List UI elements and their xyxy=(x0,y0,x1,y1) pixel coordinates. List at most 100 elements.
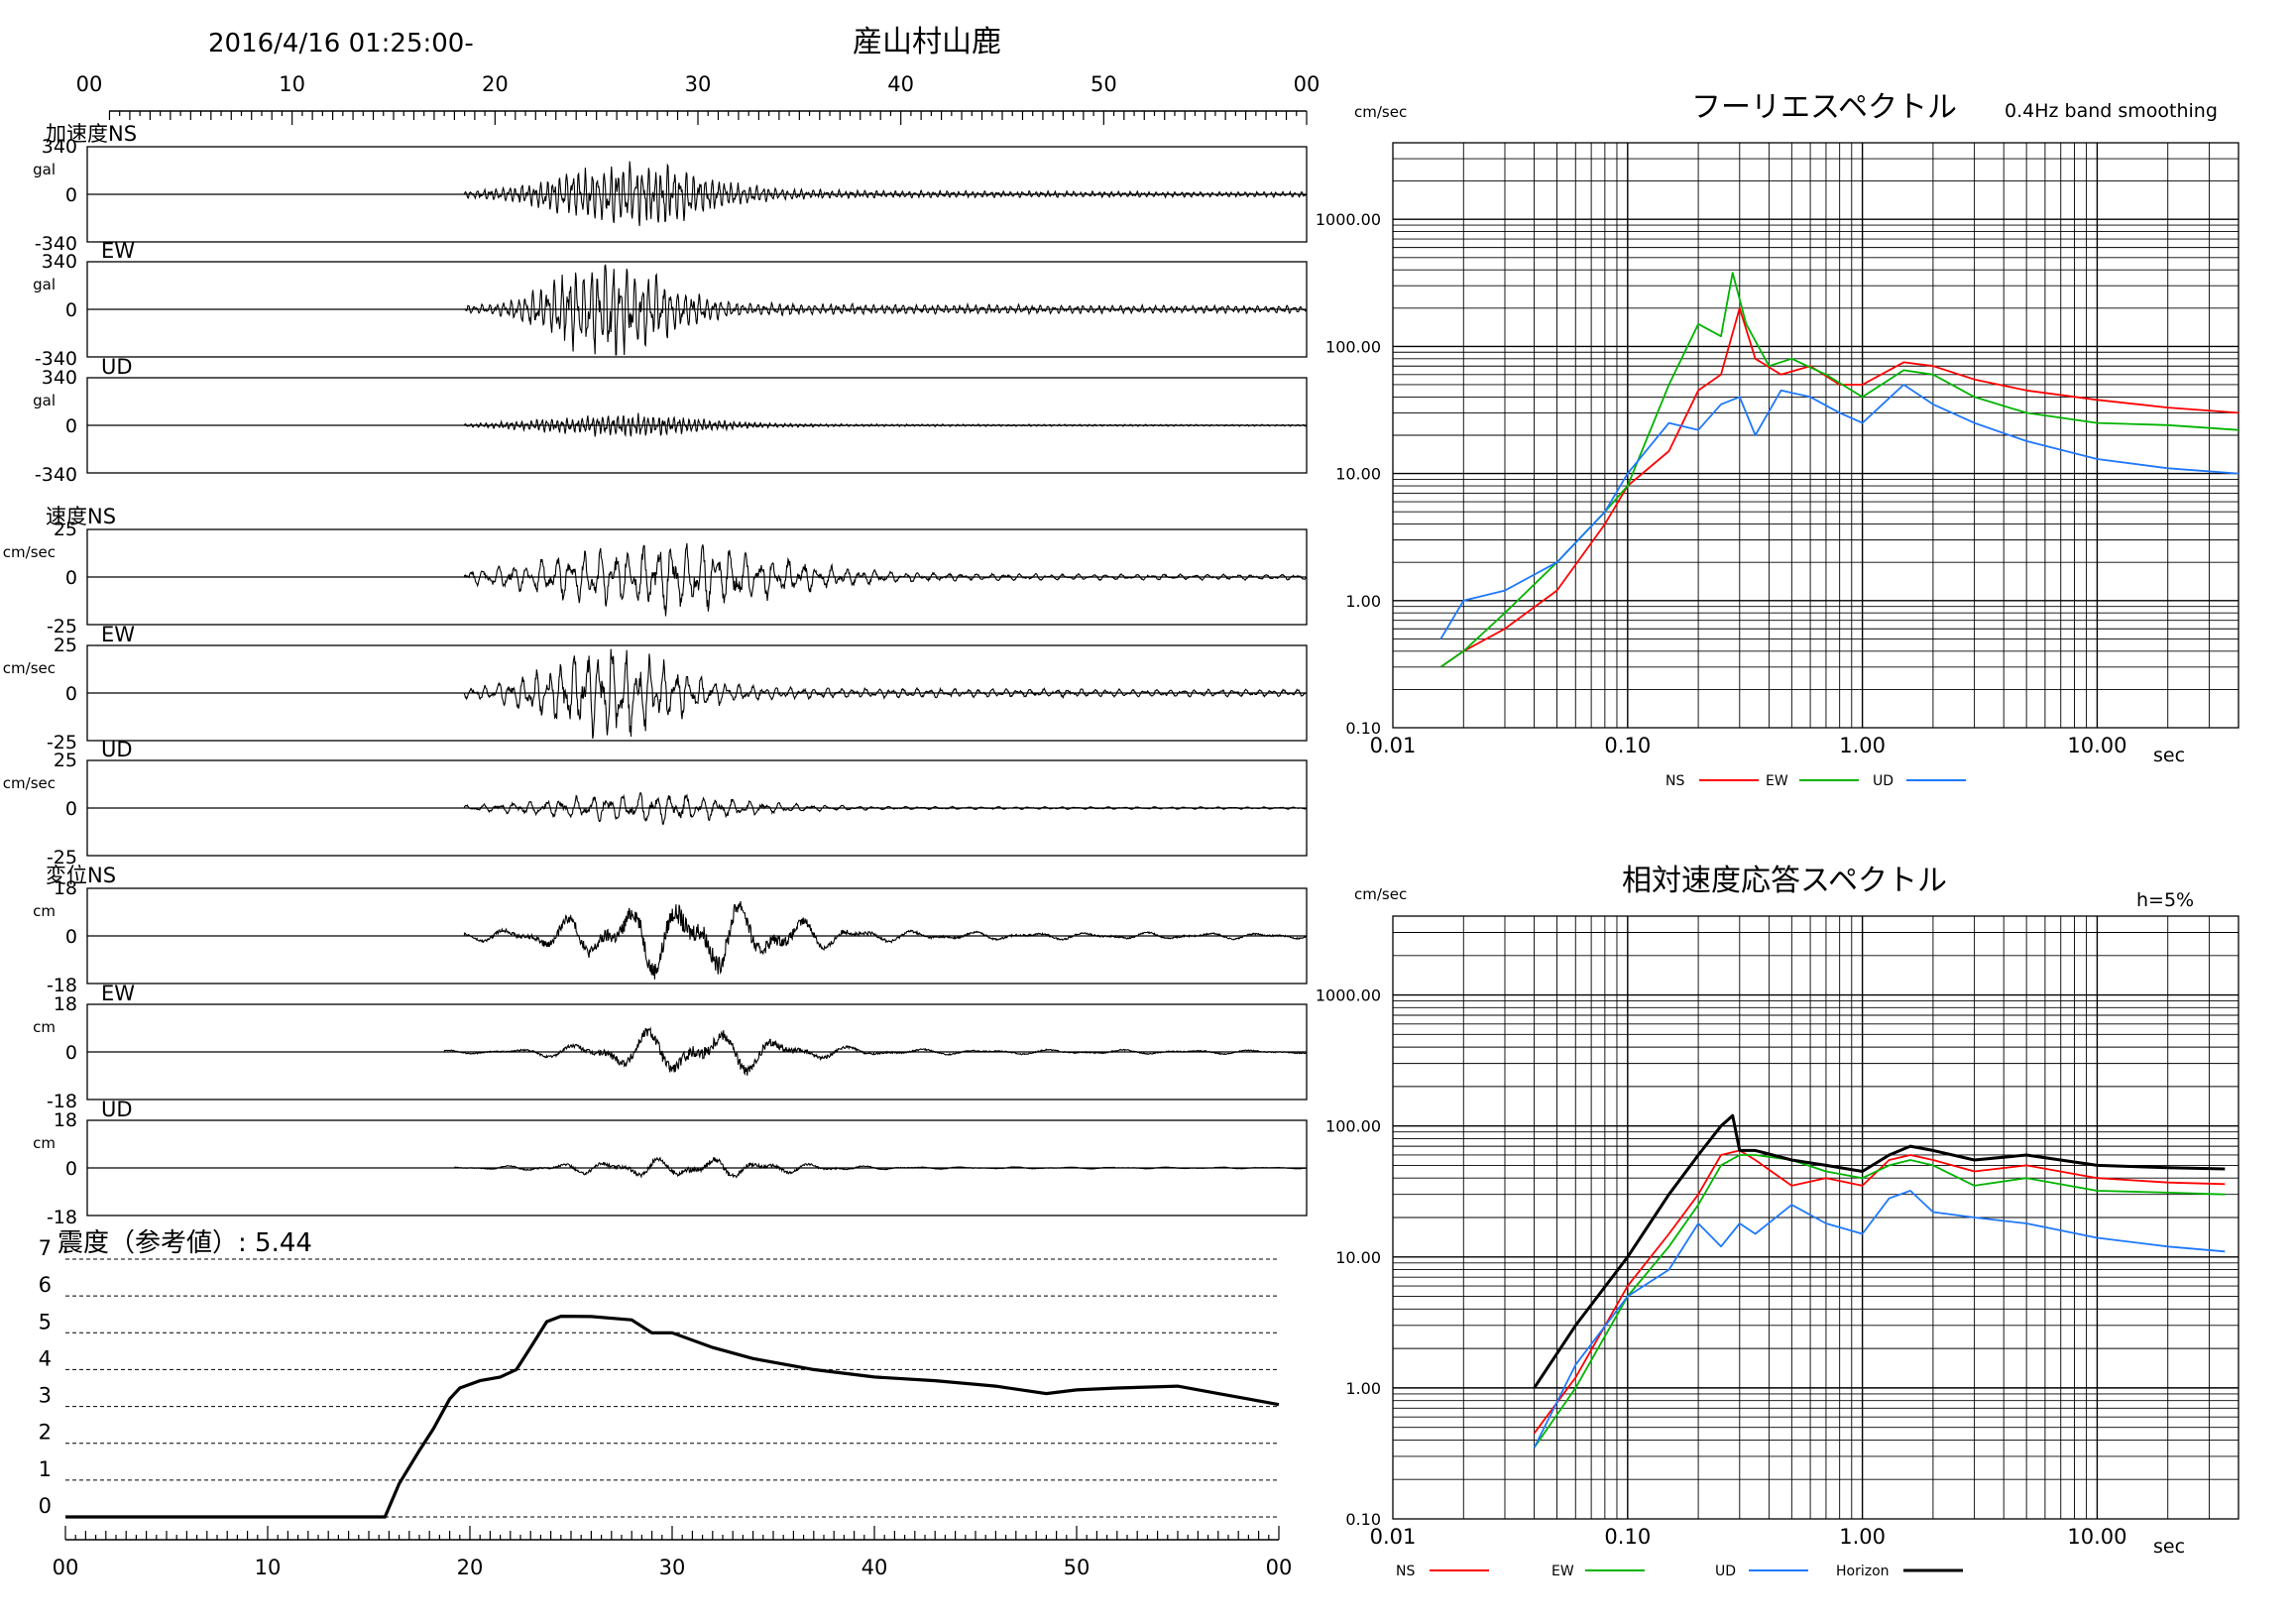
legend-label: UD xyxy=(1873,773,1894,789)
x-tick-label: 0.10 xyxy=(1604,1525,1651,1549)
y-tick-label: 1.00 xyxy=(1345,1379,1381,1398)
fourier-spectrum-chart: フーリエスペクトル 0.4Hz band smoothing cm/sec se… xyxy=(1316,90,2239,789)
x-tick-label: 1.00 xyxy=(1839,1525,1886,1549)
panel-zero-label: 0 xyxy=(65,184,77,206)
panel-unit-label: gal xyxy=(33,392,56,409)
panel-min-label: -25 xyxy=(47,732,77,754)
intensity-y-tick: 4 xyxy=(39,1346,52,1370)
panel-min-label: -25 xyxy=(47,616,77,638)
panel-max-label: 340 xyxy=(42,367,77,389)
legend-label: EW xyxy=(1551,1564,1574,1579)
y-tick-label: 100.00 xyxy=(1325,337,1381,356)
panel-component-label: UD xyxy=(101,355,133,379)
panel-unit-label: cm/sec xyxy=(3,774,56,792)
panel-zero-label: 0 xyxy=(65,299,77,321)
intensity-line xyxy=(65,1314,1280,1519)
time-tick-label: 10 xyxy=(279,72,305,96)
time-tick-label: 00 xyxy=(1294,72,1320,96)
x-tick-label: 0.01 xyxy=(1370,1525,1417,1549)
series-line-ud xyxy=(1439,384,2239,639)
panel-max-label: 18 xyxy=(54,1109,77,1131)
series-line-ew xyxy=(1533,1154,2226,1449)
intensity-y-tick: 0 xyxy=(39,1494,52,1518)
legend-label: UD xyxy=(1715,1564,1736,1579)
y-tick-label: 10.00 xyxy=(1335,465,1381,484)
panel-min-label: -18 xyxy=(47,1091,77,1112)
intensity-y-tick: 2 xyxy=(39,1421,52,1445)
legend-label: EW xyxy=(1766,773,1788,789)
fourier-title: フーリエスペクトル xyxy=(1691,90,1957,125)
x-tick-label: 1.00 xyxy=(1839,734,1886,757)
station-name: 産山村山鹿 xyxy=(853,25,1001,59)
panel-unit-label: cm xyxy=(33,902,56,920)
panel-zero-label: 0 xyxy=(65,798,77,820)
series-line-ud xyxy=(1533,1190,2226,1449)
waveform-panel: 340 0 -340 gal EW xyxy=(33,239,1308,370)
y-tick-label: 0.10 xyxy=(1345,719,1381,738)
intensity-x-tick-label: 00 xyxy=(53,1556,79,1579)
panel-unit-label: cm xyxy=(33,1134,56,1152)
panel-zero-label: 0 xyxy=(65,683,77,705)
waveform-panel: 18 0 -18 cm EW xyxy=(33,982,1308,1112)
panel-unit-label: gal xyxy=(33,161,56,178)
panel-group-label: 変位NS xyxy=(46,864,116,887)
time-tick-label: 00 xyxy=(76,72,103,96)
panel-component-label: EW xyxy=(101,623,135,646)
panel-unit-label: cm/sec xyxy=(3,543,56,561)
intensity-x-tick-label: 20 xyxy=(457,1556,484,1579)
panel-max-label: 18 xyxy=(54,993,77,1015)
y-tick-label: 1000.00 xyxy=(1316,986,1381,1005)
panel-group-label: 加速度NS xyxy=(46,122,137,146)
waveform-panel: 18 0 -18 cm 変位NS xyxy=(33,864,1308,996)
panel-zero-label: 0 xyxy=(65,415,77,437)
intensity-label: 震度（参考値）: 5.44 xyxy=(57,1228,312,1258)
intensity-x-tick-label: 40 xyxy=(861,1556,888,1579)
intensity-chart: 震度（参考値）: 5.44 0 1 2 3 4 5 6 7 00 10 20 30 40 50 00 xyxy=(39,1228,1293,1579)
waveform-trace xyxy=(89,1156,1307,1179)
fourier-ylabel: cm/sec xyxy=(1354,103,1407,121)
panel-group-label: 速度NS xyxy=(46,505,116,528)
waveform-trace xyxy=(89,900,1307,980)
intensity-y-tick: 1 xyxy=(39,1457,52,1481)
panel-unit-label: cm/sec xyxy=(3,659,56,677)
panel-min-label: -25 xyxy=(47,847,77,869)
waveform-trace xyxy=(89,161,1307,227)
panel-component-label: EW xyxy=(101,982,135,1005)
y-tick-label: 10.00 xyxy=(1335,1248,1381,1267)
panel-max-label: 18 xyxy=(54,877,77,899)
response-ylabel: cm/sec xyxy=(1354,885,1407,903)
legend-label: Horizon xyxy=(1836,1564,1890,1579)
waveform-panels: 00 10 20 30 40 50 003400-340gal加速度NS3400-340ga… xyxy=(3,72,1320,1228)
x-tick-label: 10.00 xyxy=(2067,734,2126,757)
fourier-xlabel: sec xyxy=(2153,745,2185,766)
series-line-ns xyxy=(1533,1149,2226,1435)
series-line-ns xyxy=(1439,306,2239,668)
panel-zero-label: 0 xyxy=(65,926,77,948)
waveform-trace xyxy=(89,412,1307,437)
intensity-x-tick-label: 10 xyxy=(255,1556,282,1579)
series-line-horizon xyxy=(1533,1113,2226,1389)
panel-min-label: -340 xyxy=(35,348,77,370)
panel-component-label: UD xyxy=(101,1098,133,1121)
panel-component-label: EW xyxy=(101,239,135,263)
fourier-subtitle: 0.4Hz band smoothing xyxy=(2005,100,2218,122)
waveform-panel: 25 0 -25 cm/sec EW xyxy=(3,623,1308,754)
panel-unit-label: gal xyxy=(33,276,56,293)
panel-min-label: -18 xyxy=(47,975,77,996)
panel-component-label: UD xyxy=(101,738,133,761)
response-spectrum-chart: 相対速度応答スペクトル h=5% cm/sec sec 0.01 0.10 1.00… xyxy=(1316,864,2239,1579)
response-xlabel: sec xyxy=(2153,1536,2185,1558)
time-tick-label: 20 xyxy=(482,72,509,96)
intensity-x-tick-label: 00 xyxy=(1266,1556,1293,1579)
waveform-trace xyxy=(89,1026,1307,1076)
x-tick-label: 10.00 xyxy=(2067,1525,2126,1549)
y-tick-label: 1.00 xyxy=(1345,592,1381,611)
panel-min-label: -340 xyxy=(35,464,77,486)
waveform-panel: 18 0 -18 cm UD xyxy=(33,1098,1308,1228)
response-annotation: h=5% xyxy=(2136,889,2194,911)
response-title: 相対速度応答スペクトル xyxy=(1622,864,1947,898)
panel-max-label: 25 xyxy=(54,519,77,540)
panel-zero-label: 0 xyxy=(65,1042,77,1064)
waveform-trace xyxy=(89,648,1307,740)
